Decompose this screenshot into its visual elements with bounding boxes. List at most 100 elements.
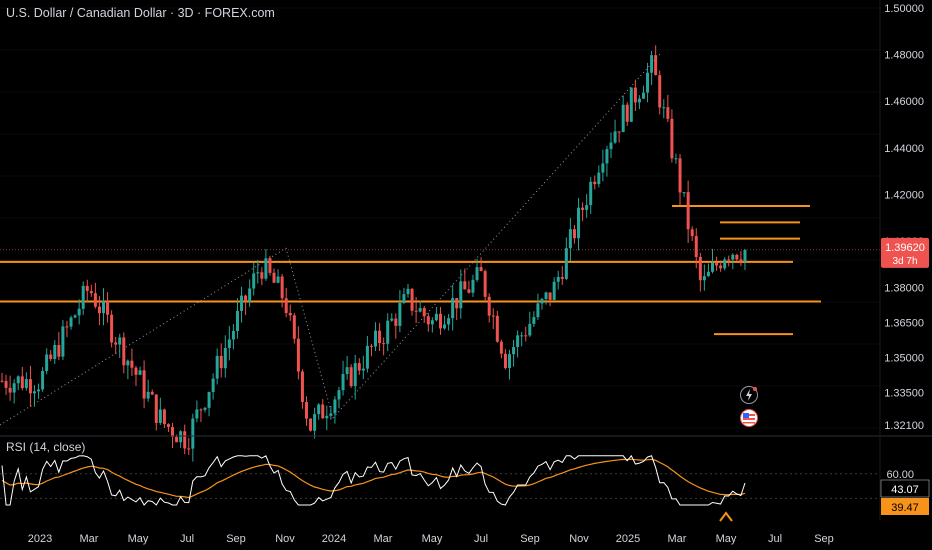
candle-body	[150, 391, 154, 395]
candle-body	[122, 337, 126, 366]
rsi-label: RSI (14, close)	[6, 440, 86, 454]
candle-body	[227, 339, 231, 348]
candle-body	[341, 374, 345, 391]
candle-body	[382, 343, 386, 345]
candle-body	[674, 158, 678, 160]
candle-body	[641, 92, 645, 99]
candle-body	[605, 149, 609, 164]
candle-body	[690, 229, 694, 237]
candle-body	[69, 317, 73, 327]
candle-body	[637, 98, 641, 103]
flash-icon[interactable]	[740, 386, 758, 404]
candle-body	[394, 318, 398, 326]
candle-body	[528, 323, 532, 336]
candle-body	[142, 370, 146, 399]
candle-body	[715, 262, 719, 266]
candle-body	[81, 285, 85, 309]
candle-body	[386, 320, 390, 344]
candle-body	[483, 271, 487, 297]
candle-body	[134, 367, 138, 375]
candle-body	[735, 254, 739, 260]
candle-body	[252, 273, 256, 289]
candle-body	[28, 379, 32, 394]
candle-body	[240, 295, 244, 311]
candle-body	[560, 277, 564, 279]
price-axis: 1.500001.480001.460001.440001.420001.400…	[879, 0, 929, 520]
candle-body	[418, 308, 422, 312]
candle-body	[467, 289, 471, 293]
candle-body	[114, 342, 118, 345]
candle-body	[85, 285, 89, 291]
x-tick-label: Mar	[80, 533, 99, 545]
candle-body	[365, 345, 369, 369]
arrow-up-icon	[719, 511, 733, 522]
y-tick-label: 1.33500	[884, 387, 924, 399]
us-flag-icon[interactable]	[740, 409, 758, 427]
y-tick-label: 1.35000	[884, 352, 924, 364]
y-tick-label: 1.32100	[884, 420, 924, 432]
candle-body	[256, 272, 260, 274]
candle-body	[264, 258, 268, 279]
candle-body	[552, 281, 556, 300]
candle-body	[61, 326, 65, 357]
x-tick-label: Sep	[520, 533, 540, 545]
time-axis: 2023 Mar May Jul Sep Nov 2024 Mar May Jul Sep Nov 20…	[28, 533, 834, 545]
trend-line	[285, 247, 334, 419]
y-tick-label: 1.50000	[884, 3, 924, 15]
candle-body	[475, 267, 479, 280]
candle-body	[459, 281, 463, 309]
candle-body	[499, 341, 503, 354]
candle-body	[621, 104, 625, 133]
rsi-pane: 60.00 43.07 39.47	[0, 435, 932, 522]
rsi-ma-line	[1, 458, 746, 499]
candle-body	[211, 378, 215, 393]
candle-body	[503, 353, 507, 369]
candle-body	[175, 436, 179, 443]
candle-body	[524, 335, 528, 337]
x-tick-label: May	[128, 533, 149, 545]
candle-body	[532, 317, 536, 324]
candle-body	[12, 383, 16, 393]
candle-body	[520, 335, 524, 337]
candle-body	[349, 367, 353, 387]
candle-body	[215, 355, 219, 379]
candle-body	[280, 276, 284, 299]
candle-body	[191, 418, 195, 449]
candle-body	[187, 448, 191, 450]
candle-body	[577, 207, 581, 239]
candle-body	[682, 192, 686, 194]
candle-body	[24, 379, 28, 389]
candle-body	[398, 302, 402, 326]
candle-body	[309, 418, 313, 431]
candle-body	[434, 313, 438, 321]
candle-body	[702, 276, 706, 281]
candle-body	[276, 276, 280, 283]
rsi-tick-label: 60.00	[886, 469, 914, 481]
y-tick-label: 1.38000	[884, 283, 924, 295]
candle-body	[235, 310, 239, 331]
horizontal-levels	[0, 205, 821, 336]
y-tick-label: 1.42000	[884, 189, 924, 201]
x-tick-label: May	[422, 533, 443, 545]
candle-body	[138, 370, 142, 375]
candle-body	[463, 281, 467, 290]
candle-body	[581, 207, 585, 210]
candle-body	[272, 272, 276, 283]
candle-body	[727, 259, 731, 261]
candle-body	[402, 294, 406, 303]
trend-lines	[0, 51, 880, 426]
candle-body	[613, 131, 617, 143]
trend-line	[332, 51, 663, 419]
candle-body	[244, 295, 248, 302]
candle-body	[698, 256, 702, 281]
candle-body	[4, 381, 8, 388]
x-tick-label: Sep	[814, 533, 834, 545]
x-tick-label: Sep	[226, 533, 246, 545]
candle-body	[625, 104, 629, 122]
candle-body	[353, 363, 357, 387]
candle-body	[357, 363, 361, 371]
candle-body	[678, 158, 682, 193]
candle-body	[268, 258, 272, 273]
x-tick-label: Mar	[374, 533, 393, 545]
